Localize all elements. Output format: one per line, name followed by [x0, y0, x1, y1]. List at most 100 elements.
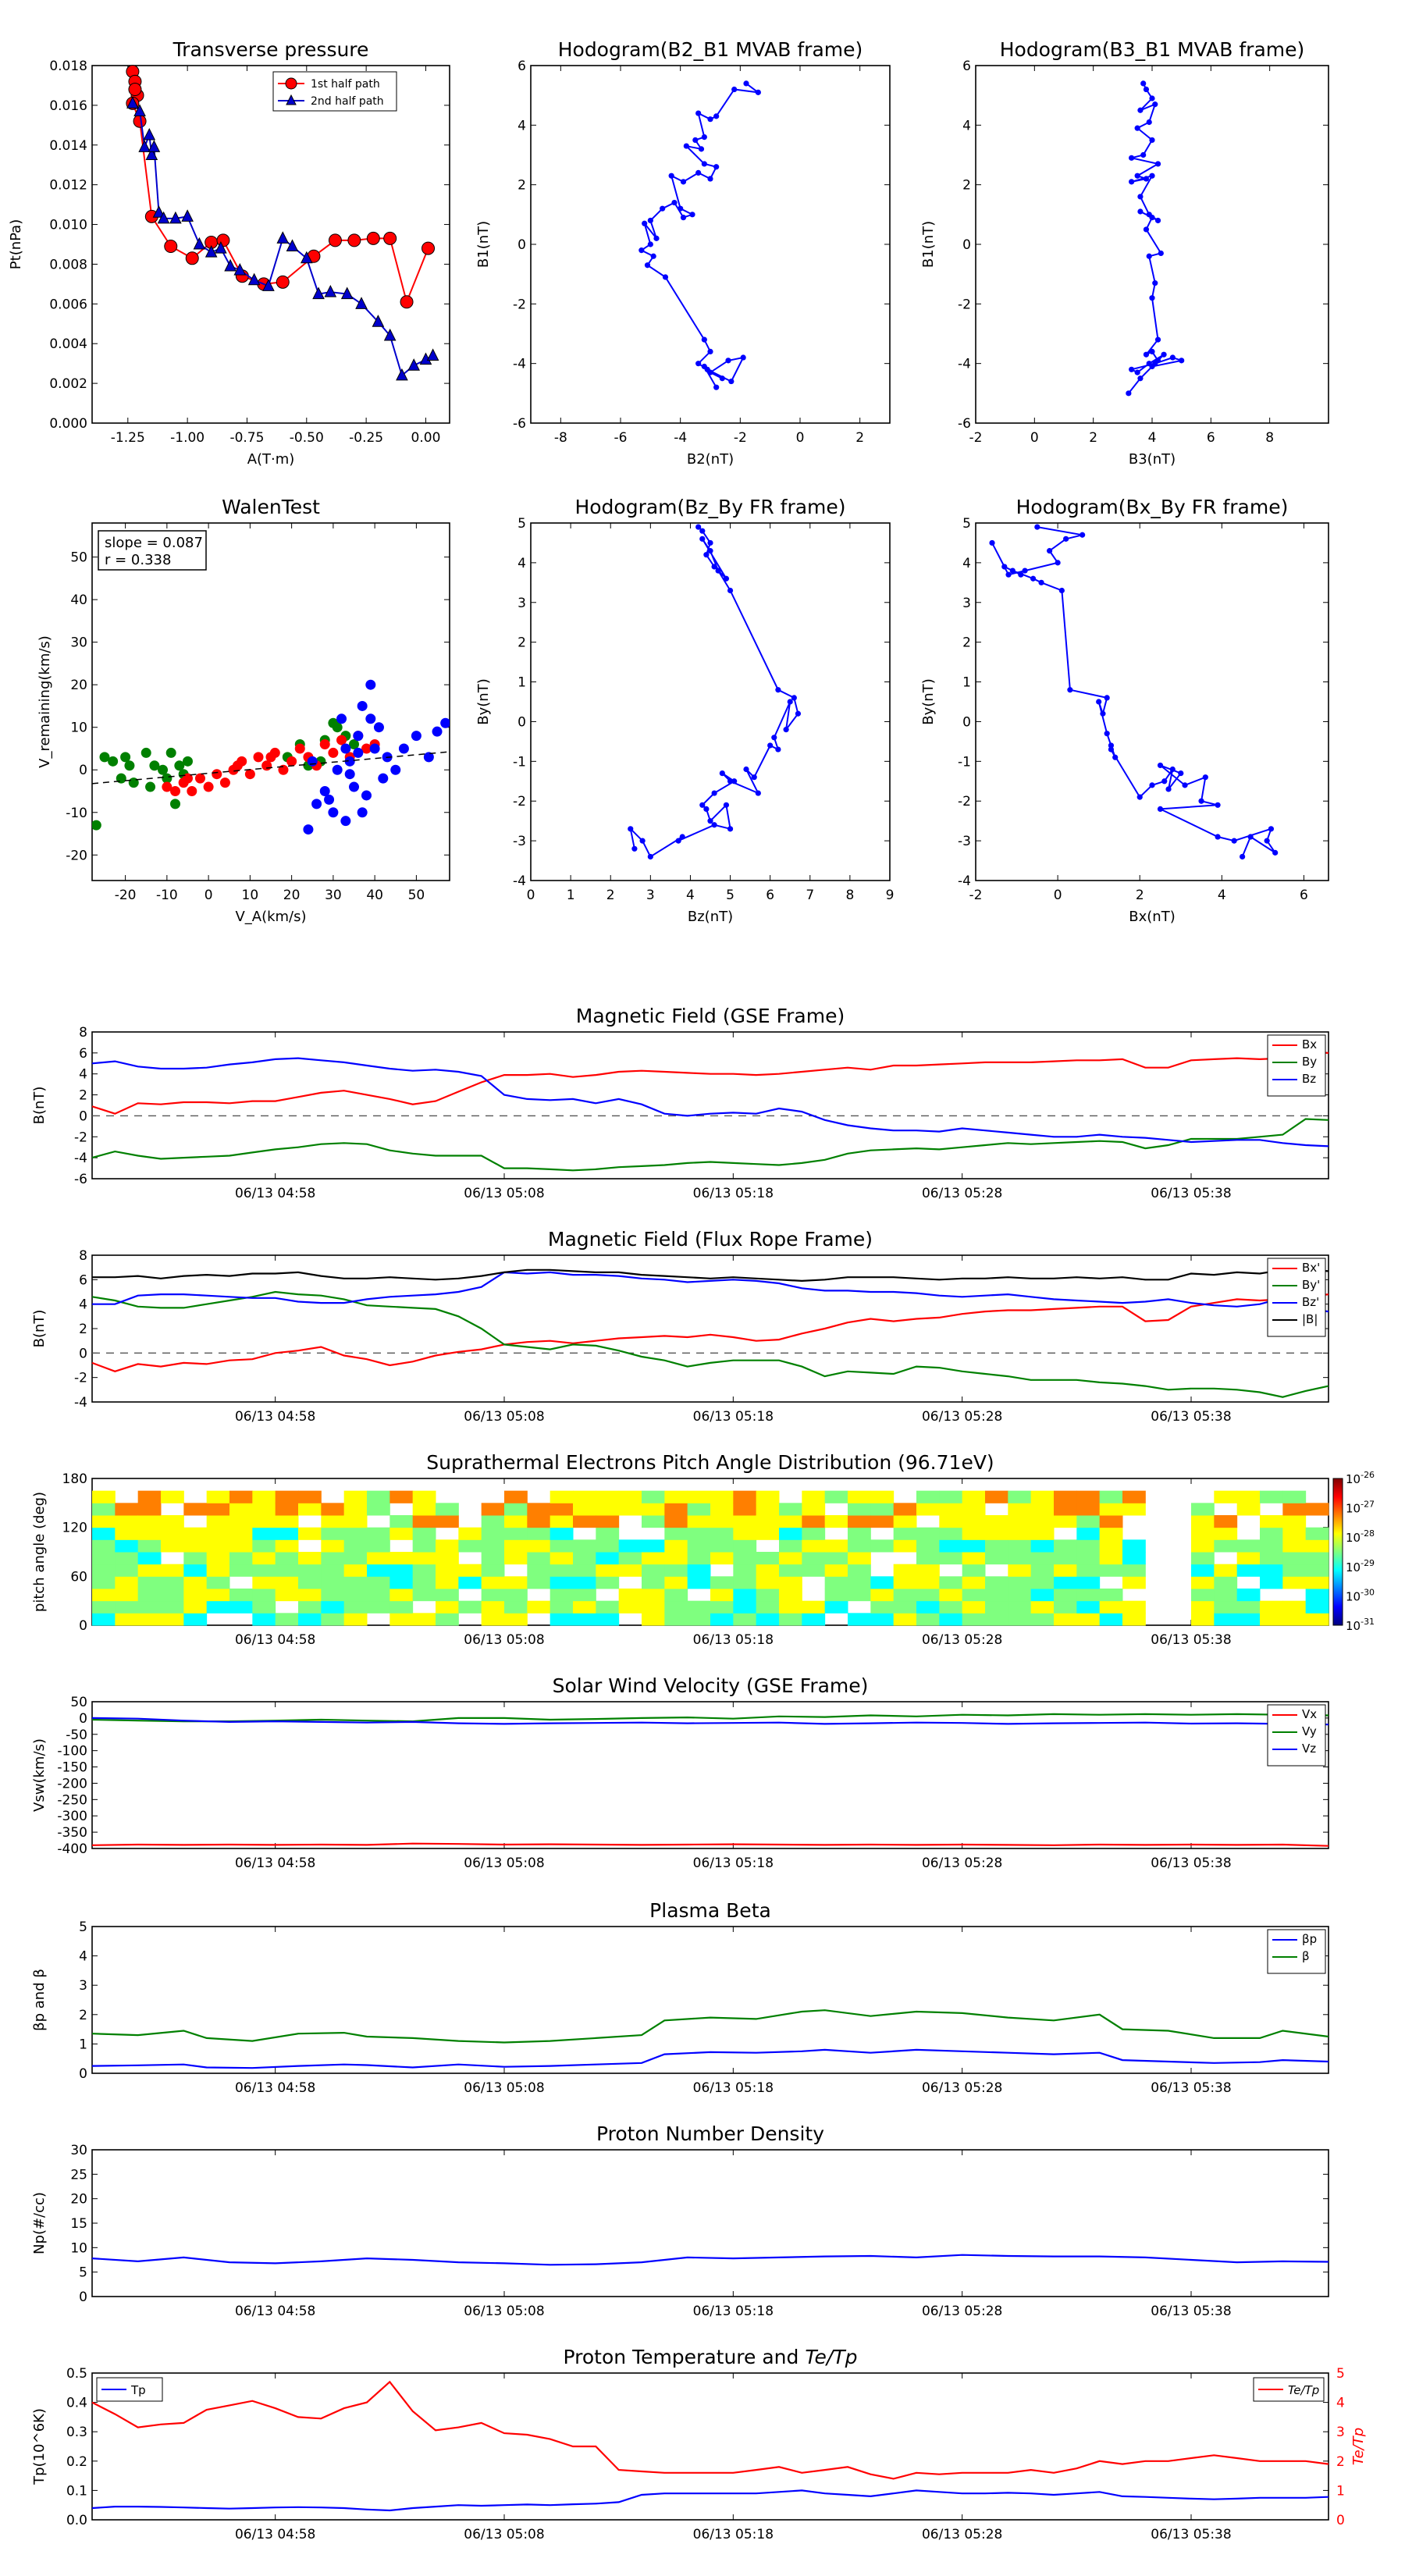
- y-right-tick-label: 3: [1336, 2425, 1345, 2440]
- heatmap-cell: [115, 1515, 139, 1528]
- heatmap-cell: [229, 1564, 253, 1577]
- y-tick-label: 0: [518, 714, 526, 730]
- heatmap-cell: [1236, 1613, 1261, 1626]
- x-tick-label: 06/13 04:58: [235, 1856, 315, 1871]
- walen-point: [99, 752, 110, 763]
- heatmap-cell: [1099, 1515, 1123, 1528]
- hodogram-point: [695, 169, 702, 176]
- hodogram-point: [1038, 579, 1044, 585]
- heatmap-cell: [733, 1600, 757, 1614]
- heatmap-cell: [1008, 1515, 1032, 1528]
- hodogram-point: [1018, 571, 1024, 578]
- y-right-tick-label: 5: [1336, 2366, 1345, 2382]
- heatmap-cell: [298, 1552, 322, 1565]
- heatmap-cell: [893, 1576, 917, 1589]
- heatmap-cell: [710, 1600, 734, 1614]
- heatmap-cell: [504, 1539, 528, 1553]
- hodogram-point: [701, 336, 707, 343]
- hodogram-point: [1215, 802, 1221, 808]
- heatmap-cell: [1191, 1503, 1215, 1516]
- y-tick-label: 4: [79, 1949, 87, 1965]
- heatmap-cell: [733, 1490, 757, 1503]
- heatmap-cell: [321, 1527, 345, 1540]
- legend-label: βp: [1302, 1932, 1317, 1946]
- heatmap-cell: [206, 1576, 230, 1589]
- heatmap-cell: [642, 1589, 665, 1602]
- heatmap-cell: [848, 1613, 871, 1626]
- heatmap-cell: [573, 1613, 596, 1626]
- heatmap-cell: [870, 1539, 895, 1553]
- heatmap-cell: [229, 1600, 253, 1614]
- x-tick-label: 50: [408, 888, 425, 903]
- colorbar-exponent: -26: [1361, 1470, 1375, 1480]
- heatmap-cell: [412, 1552, 436, 1565]
- walen-point: [365, 679, 376, 690]
- series-line: [91, 1293, 1329, 1372]
- y-tick-label: 0: [79, 1346, 87, 1361]
- heatmap-cell: [161, 1490, 184, 1503]
- data-point-triangle: [126, 96, 139, 109]
- colorbar-label: 10-31: [1346, 1617, 1375, 1633]
- heatmap-cell: [1214, 1527, 1238, 1540]
- heatmap-cell: [687, 1564, 711, 1577]
- plot-frame: [975, 65, 1329, 424]
- y-tick-label: -200: [57, 1776, 87, 1791]
- heatmap-cell: [252, 1564, 276, 1577]
- chart-11: Proton Number Density 0 5 10 15 20 25 30 06/13 0…: [31, 2122, 1329, 2319]
- heatmap-cell: [412, 1539, 436, 1553]
- hodogram-point: [701, 134, 707, 141]
- x-tick-label: 4: [686, 888, 695, 903]
- heatmap-cell: [985, 1539, 1008, 1553]
- heatmap-cell: [389, 1527, 414, 1540]
- hodogram-point: [678, 205, 684, 212]
- y-tick-label: -2: [74, 1130, 87, 1145]
- walen-point: [187, 786, 197, 796]
- heatmap-cell: [161, 1527, 184, 1540]
- chart-title: WalenTest: [222, 496, 320, 518]
- hodogram-point: [1149, 348, 1155, 354]
- hodogram-point: [1129, 366, 1135, 372]
- heatmap-cell: [733, 1576, 757, 1589]
- heatmap-cell: [504, 1527, 528, 1540]
- heatmap-cell: [733, 1527, 757, 1540]
- heatmap-cell: [1191, 1600, 1215, 1614]
- walen-point: [340, 816, 351, 827]
- y-tick-label: 2: [962, 178, 971, 194]
- x-tick-label: 0: [1054, 888, 1062, 903]
- heatmap-cell: [436, 1576, 459, 1589]
- walen-point: [353, 747, 364, 758]
- y-tick-label: 4: [79, 1067, 87, 1083]
- x-tick-label: 06/13 05:28: [922, 1186, 1002, 1201]
- y-tick-label: -4: [958, 873, 971, 889]
- hodogram-point: [1108, 746, 1115, 753]
- heatmap-cell: [573, 1539, 596, 1553]
- heatmap-cell: [252, 1527, 276, 1540]
- x-tick-label: 06/13 04:58: [235, 1409, 315, 1425]
- heatmap-cell: [1122, 1600, 1146, 1614]
- heatmap-cell: [389, 1552, 414, 1565]
- chart-title: Hodogram(B2_B1 MVAB frame): [558, 38, 863, 61]
- walen-point: [332, 722, 343, 733]
- heatmap-cell: [710, 1539, 734, 1553]
- heatmap-cell: [1191, 1589, 1215, 1602]
- hodogram-point: [1022, 568, 1028, 574]
- hodogram-point: [1108, 742, 1115, 749]
- x-tick-label: 06/13 05:18: [693, 2304, 774, 2319]
- hodogram-point: [650, 253, 656, 259]
- heatmap-cell: [596, 1576, 620, 1589]
- chart-1: Hodogram(B2_B1 MVAB frame) -6 -4 -2 0 2 4 6 -8 -6…: [475, 38, 891, 468]
- chart-9: Solar Wind Velocity (GSE Frame)-400-350-…: [31, 1674, 1329, 1871]
- hodogram-point: [1137, 107, 1144, 113]
- walen-point: [349, 739, 360, 750]
- hodogram-point: [1154, 161, 1161, 167]
- colorbar-base: 10: [1346, 1560, 1361, 1574]
- heatmap-cell: [504, 1503, 528, 1516]
- chart-title: Solar Wind Velocity (GSE Frame): [553, 1674, 869, 1697]
- hodogram-point: [701, 363, 707, 370]
- y-tick-label: 50: [70, 550, 87, 566]
- y-tick-label: 5: [518, 516, 526, 532]
- walen-point: [344, 769, 355, 780]
- y-right-axis-label: Te/Tp: [1350, 2428, 1367, 2465]
- heatmap-cell: [1099, 1503, 1123, 1516]
- series-line: [91, 1118, 1329, 1172]
